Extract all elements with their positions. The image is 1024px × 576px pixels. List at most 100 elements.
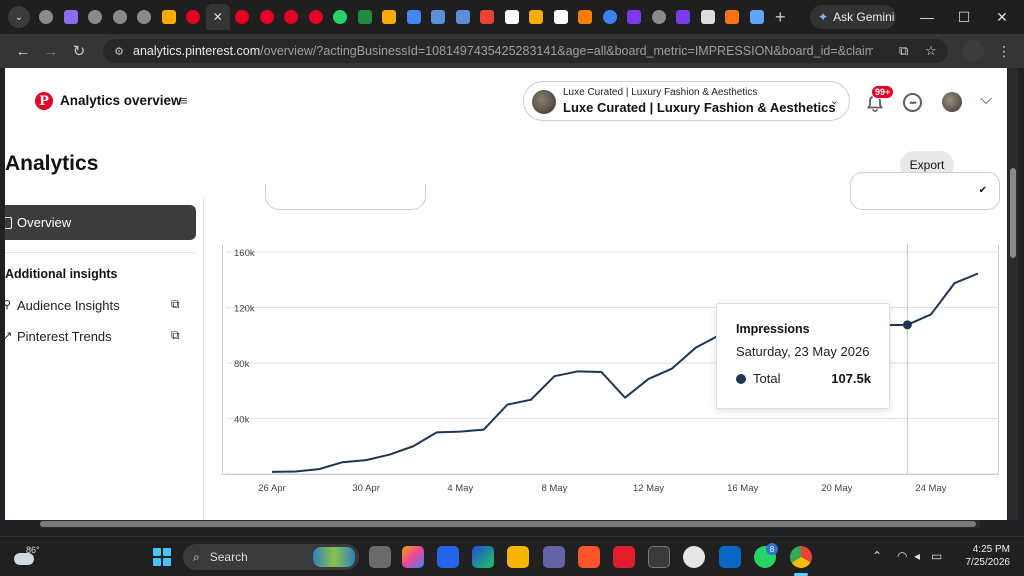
web-page: P Analytics overview ≡ Luxe Curated | Lu… — [5, 68, 1007, 520]
browser-tab[interactable] — [230, 4, 255, 30]
pinterest-icon — [186, 10, 201, 24]
sidebar-item-overview[interactable]: Overview — [5, 205, 196, 240]
browser-tab[interactable] — [108, 4, 133, 30]
additional-insights-title: Additional insights — [5, 267, 118, 281]
account-switcher[interactable]: Luxe Curated | Luxury Fashion & Aestheti… — [523, 81, 850, 121]
ask-gemini-label: Ask Gemini — [833, 10, 895, 24]
browser-tab[interactable] — [451, 4, 476, 30]
series-dot-icon — [736, 374, 746, 384]
tooltip-date: Saturday, 23 May 2026 — [736, 344, 870, 359]
page-title: Analytics — [5, 152, 99, 175]
browser-tab[interactable] — [573, 4, 598, 30]
notifications-badge: 99+ — [871, 85, 895, 99]
browser-tab[interactable] — [304, 4, 329, 30]
scrollbar-thumb[interactable] — [40, 521, 976, 527]
browser-tab[interactable] — [598, 4, 623, 30]
browser-tab[interactable] — [353, 4, 378, 30]
close-icon[interactable]: ✕ — [212, 10, 223, 24]
scrollbar-thumb[interactable] — [1010, 168, 1016, 258]
store-icon[interactable] — [437, 546, 459, 568]
account-menu-chevron-icon[interactable]: ⌵ — [980, 91, 993, 108]
vertical-scrollbar[interactable] — [1008, 68, 1018, 520]
tab-search-icon[interactable]: ⌄ — [8, 6, 30, 28]
filter-pill[interactable] — [265, 184, 426, 210]
user-avatar[interactable] — [942, 92, 962, 112]
address-bar[interactable]: ⚙ analytics.pinterest.com/overview/?acti… — [103, 39, 948, 63]
chrome-icon[interactable] — [790, 546, 812, 568]
amazon-icon — [553, 10, 568, 24]
browser-tab[interactable] — [83, 4, 108, 30]
browser-tab[interactable] — [524, 4, 549, 30]
install-app-icon[interactable]: ⧉ — [899, 43, 909, 58]
browser-tab[interactable] — [426, 4, 451, 30]
site-settings-icon[interactable]: ⚙ — [114, 45, 124, 58]
header-title[interactable]: Analytics overview — [60, 93, 182, 108]
account-name: Luxe Curated | Luxury Fashion & Aestheti… — [563, 100, 836, 115]
edge-icon[interactable] — [472, 546, 494, 568]
browser-tab[interactable] — [255, 4, 280, 30]
minimize-icon[interactable]: — — [920, 9, 934, 25]
new-tab-button[interactable]: + — [775, 6, 786, 27]
browser-tab[interactable] — [745, 4, 770, 30]
browser-tab[interactable] — [377, 4, 402, 30]
chevron-down-icon: ⌄ — [829, 95, 839, 107]
maximize-icon[interactable]: ☐ — [957, 8, 971, 25]
y-tick-label: 40k — [234, 415, 250, 426]
globe-icon — [112, 10, 127, 24]
bookmark-star-icon[interactable]: ☆ — [925, 43, 937, 58]
browser-tab[interactable] — [475, 4, 500, 30]
back-arrow-icon[interactable]: ← — [15, 42, 31, 60]
brave-icon[interactable] — [578, 546, 600, 568]
messages-icon[interactable]: ••• — [903, 93, 922, 112]
url-text[interactable]: analytics.pinterest.com/overview/?acting… — [133, 44, 873, 58]
wifi-icon[interactable]: ◠ — [897, 549, 908, 563]
forward-arrow-icon[interactable]: → — [43, 42, 59, 60]
browser-tab[interactable] — [549, 4, 574, 30]
browser-tab[interactable] — [34, 4, 59, 30]
teams-icon[interactable] — [543, 546, 565, 568]
battery-icon[interactable]: ▭ — [931, 549, 943, 563]
browser-tab[interactable] — [671, 4, 696, 30]
taskbar-clock[interactable]: 4:25 PM 7/25/2026 — [956, 543, 1011, 569]
window-close-icon[interactable]: ✕ — [996, 8, 1008, 25]
volume-icon[interactable]: ◂ — [914, 549, 921, 563]
browser-tab[interactable] — [500, 4, 525, 30]
chart-tooltip: Impressions Saturday, 23 May 2026 Total … — [716, 303, 890, 409]
copilot-icon[interactable] — [402, 546, 424, 568]
browser-tab[interactable] — [647, 4, 672, 30]
sidebar-item-label: Pinterest Trends — [17, 329, 112, 344]
ask-gemini-button[interactable]: ✦ Ask Gemini — [810, 5, 896, 29]
y-tick-label: 160k — [234, 248, 255, 259]
impressions-line-chart[interactable]: 160k 120k 80k 40k 26 Apr 30 Apr 4 May 8 May 12 M… — [222, 244, 999, 504]
task-view-icon[interactable] — [369, 546, 391, 568]
linkedin-icon[interactable] — [719, 546, 741, 568]
file-explorer-icon[interactable] — [507, 546, 529, 568]
reload-icon[interactable]: ↻ — [72, 43, 86, 60]
browser-tab[interactable] — [279, 4, 304, 30]
wps-icon[interactable] — [613, 546, 635, 568]
weather-widget[interactable]: 86° — [14, 545, 54, 569]
browser-tab[interactable]: ✕ — [205, 4, 230, 30]
browser-tab[interactable] — [132, 4, 157, 30]
browser-tab[interactable] — [59, 4, 84, 30]
app-icon[interactable] — [648, 546, 670, 568]
overview-grid-icon — [5, 217, 12, 229]
browser-tab[interactable] — [696, 4, 721, 30]
browser-tab[interactable] — [157, 4, 182, 30]
browser-menu-icon[interactable]: ⋮ — [997, 42, 1011, 59]
browser-tab[interactable] — [328, 4, 353, 30]
metric-dropdown[interactable]: ✔ — [850, 172, 1000, 210]
browser-tab[interactable] — [720, 4, 745, 30]
extension-icon[interactable] — [962, 40, 984, 62]
tray-chevron-up-icon[interactable]: ⌃ — [872, 549, 883, 563]
hamburger-menu-icon[interactable]: ≡ — [180, 93, 188, 108]
pinterest-logo-icon[interactable]: P — [35, 92, 53, 110]
chatgpt-icon[interactable] — [683, 546, 705, 568]
taskbar-search[interactable]: ⌕ Search — [183, 544, 359, 570]
browser-tab[interactable] — [622, 4, 647, 30]
sparkle-icon — [749, 10, 764, 24]
browser-tab[interactable] — [402, 4, 427, 30]
windows-start-icon[interactable] — [153, 548, 171, 566]
browser-tab[interactable] — [181, 4, 206, 30]
horizontal-scrollbar[interactable] — [40, 520, 980, 528]
